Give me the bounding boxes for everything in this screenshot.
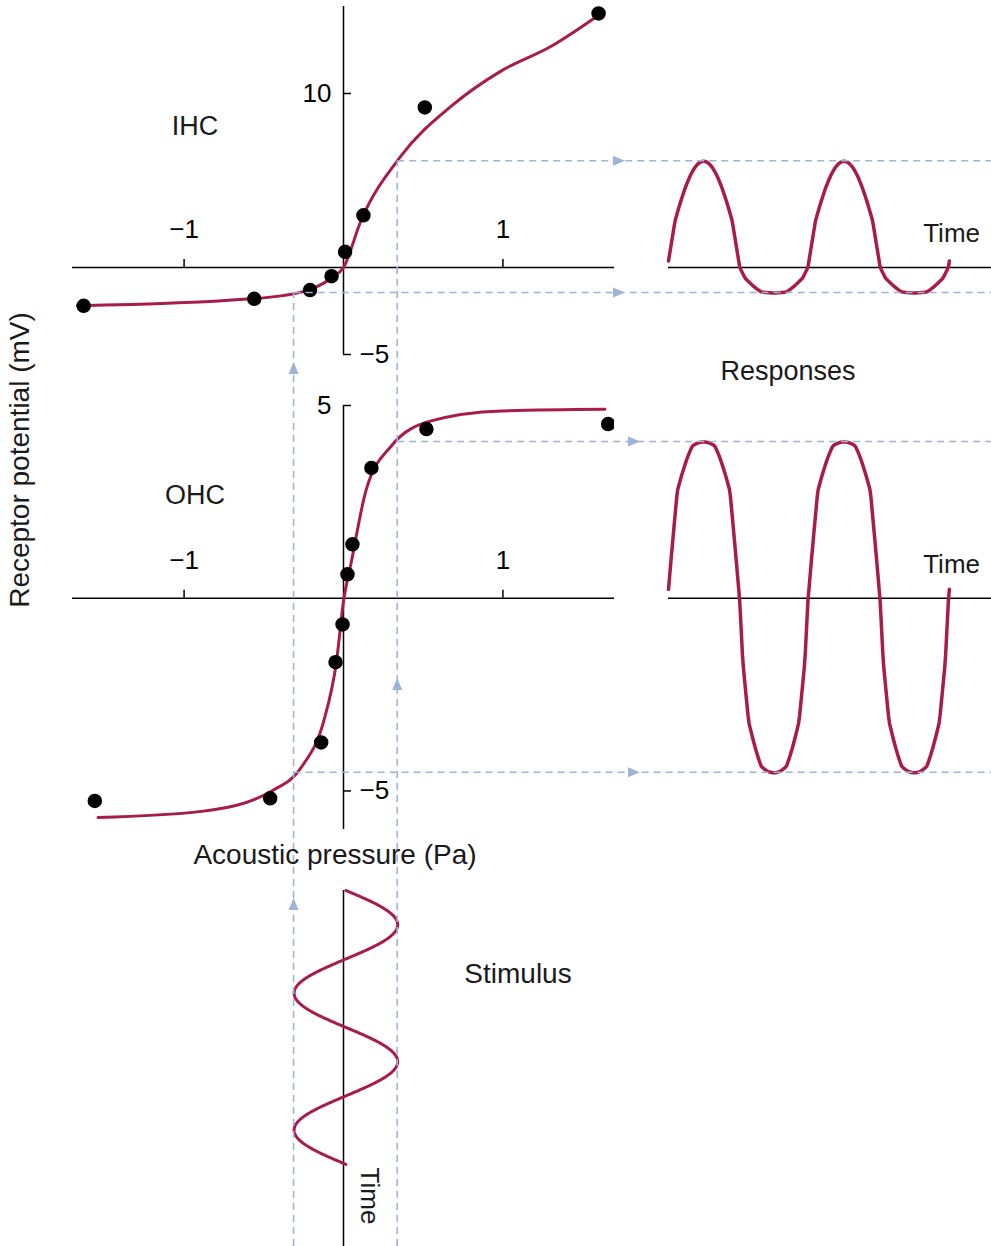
svg-text:−1: −1 bbox=[169, 545, 199, 575]
svg-text:Time: Time bbox=[923, 218, 980, 248]
svg-text:5: 5 bbox=[317, 390, 331, 420]
svg-text:−1: −1 bbox=[169, 214, 199, 244]
svg-text:Receptor potential (mV): Receptor potential (mV) bbox=[4, 312, 35, 608]
svg-text:Time: Time bbox=[923, 549, 980, 579]
svg-text:Acoustic pressure (Pa): Acoustic pressure (Pa) bbox=[193, 839, 476, 870]
svg-text:10: 10 bbox=[303, 78, 332, 108]
svg-text:−5: −5 bbox=[360, 775, 390, 805]
svg-text:−5: −5 bbox=[360, 339, 390, 369]
svg-text:1: 1 bbox=[496, 545, 510, 575]
svg-text:Stimulus: Stimulus bbox=[464, 958, 571, 989]
svg-text:1: 1 bbox=[496, 214, 510, 244]
svg-text:OHC: OHC bbox=[165, 480, 225, 510]
svg-text:IHC: IHC bbox=[172, 111, 219, 141]
svg-text:Time: Time bbox=[355, 1168, 385, 1225]
svg-text:Responses: Responses bbox=[720, 356, 855, 386]
